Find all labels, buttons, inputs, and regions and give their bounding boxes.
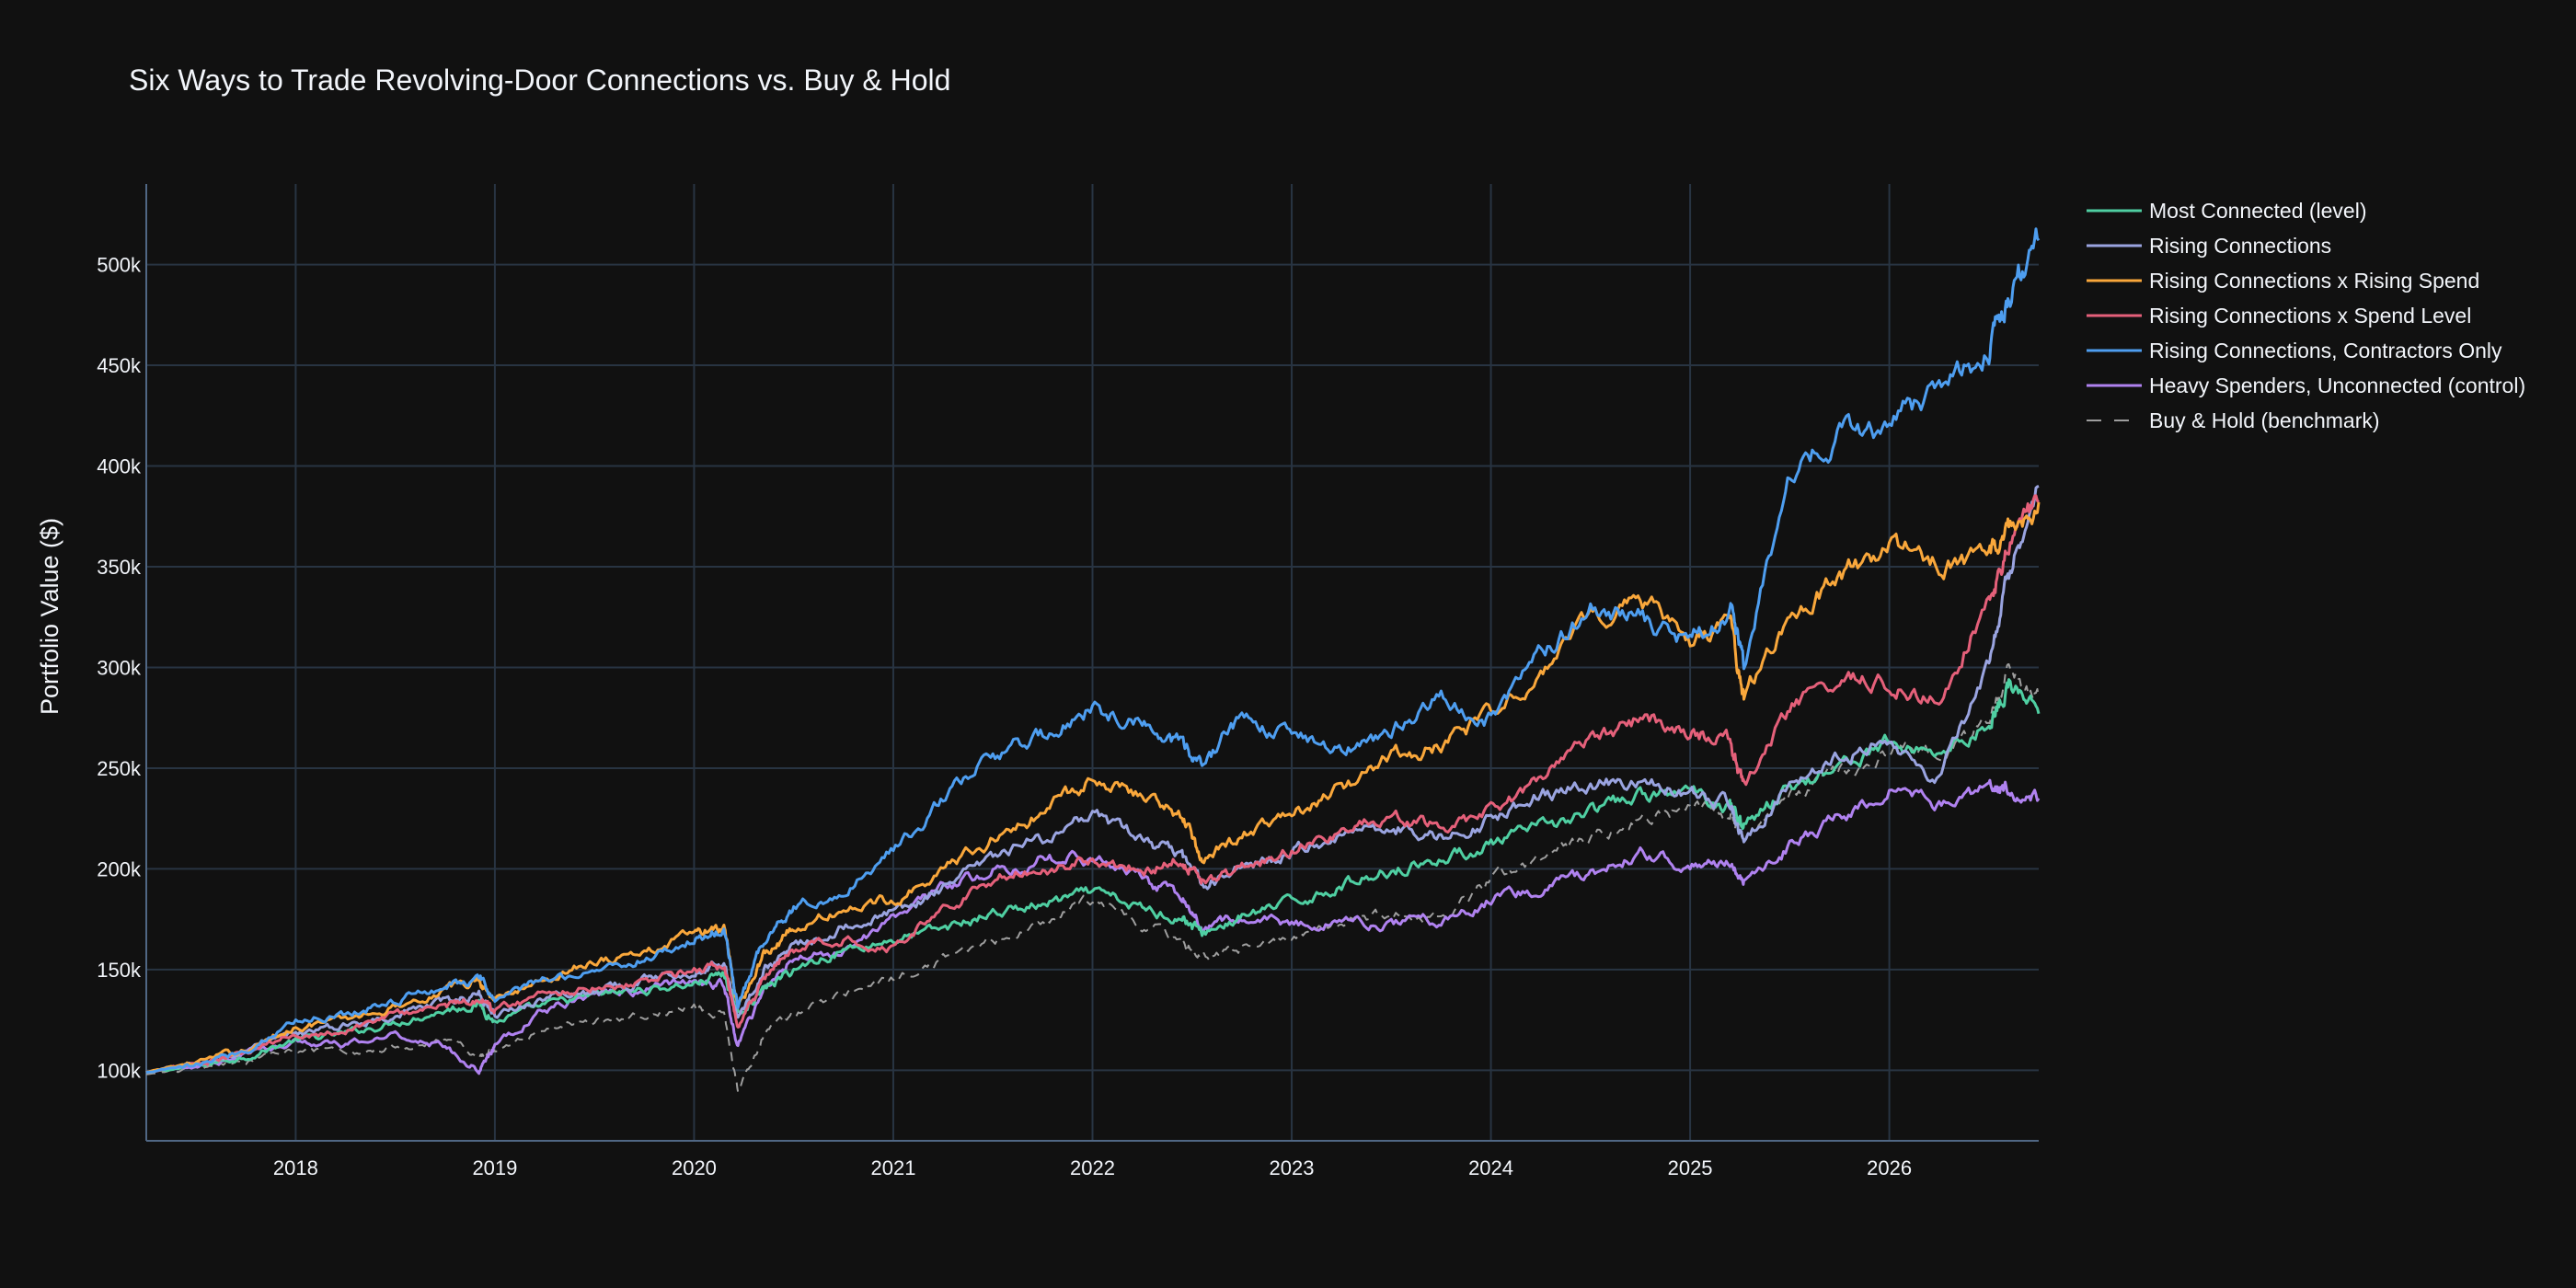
x-tick-label: 2023: [1270, 1156, 1315, 1179]
x-tick-label: 2022: [1070, 1156, 1115, 1179]
legend-item[interactable]: Rising Connections x Rising Spend: [2087, 269, 2479, 293]
series-line-2: [145, 501, 2041, 1075]
legend: Most Connected (level) Rising Connections…: [2087, 199, 2525, 432]
legend-label: Rising Connections x Spend Level: [2149, 304, 2471, 328]
x-tick-label: 2019: [472, 1156, 517, 1179]
x-tick-label: 2025: [1668, 1156, 1713, 1179]
x-tick-label: 2020: [672, 1156, 717, 1179]
legend-label: Rising Connections, Contractors Only: [2149, 339, 2502, 362]
legend-item[interactable]: Heavy Spenders, Unconnected (control): [2087, 374, 2525, 397]
legend-item[interactable]: Rising Connections, Contractors Only: [2087, 339, 2502, 362]
y-tick-label: 250k: [97, 757, 142, 780]
x-tick-label: 2024: [1468, 1156, 1513, 1179]
y-axis-title: Portfolio Value ($): [36, 518, 63, 715]
legend-label: Heavy Spenders, Unconnected (control): [2149, 374, 2525, 397]
series-layer: [145, 227, 2041, 1093]
legend-item[interactable]: Buy & Hold (benchmark): [2087, 408, 2380, 432]
legend-label: Buy & Hold (benchmark): [2149, 408, 2380, 432]
y-tick-label: 100k: [97, 1059, 142, 1082]
x-tick-label: 2021: [870, 1156, 915, 1179]
legend-label: Most Connected (level): [2149, 199, 2367, 223]
y-tick-label: 400k: [97, 455, 142, 478]
series-line-3: [145, 494, 2041, 1075]
series-line-0: [145, 678, 2041, 1075]
legend-item[interactable]: Rising Connections: [2087, 234, 2331, 258]
y-tick-label: 150k: [97, 959, 142, 982]
x-tick-label: 2018: [273, 1156, 318, 1179]
legend-label: Rising Connections: [2149, 234, 2331, 258]
legend-item[interactable]: Rising Connections x Spend Level: [2087, 304, 2471, 328]
y-tick-label: 450k: [97, 354, 142, 377]
x-tick-label: 2026: [1867, 1156, 1912, 1179]
chart-title: Six Ways to Trade Revolving-Door Connect…: [129, 63, 950, 97]
series-line-4: [145, 227, 2041, 1075]
axis-layer: 2018 2019 2020 2021 2022 2023 2024 2025 2026 100k…: [97, 184, 2039, 1179]
y-tick-label: 200k: [97, 857, 142, 880]
legend-label: Rising Connections x Rising Spend: [2149, 269, 2479, 293]
grid-layer: [146, 184, 2039, 1141]
y-tick-label: 500k: [97, 254, 142, 277]
y-tick-label: 350k: [97, 556, 142, 579]
legend-item[interactable]: Most Connected (level): [2087, 199, 2367, 223]
series-line-1: [145, 485, 2040, 1075]
y-tick-label: 300k: [97, 656, 142, 679]
